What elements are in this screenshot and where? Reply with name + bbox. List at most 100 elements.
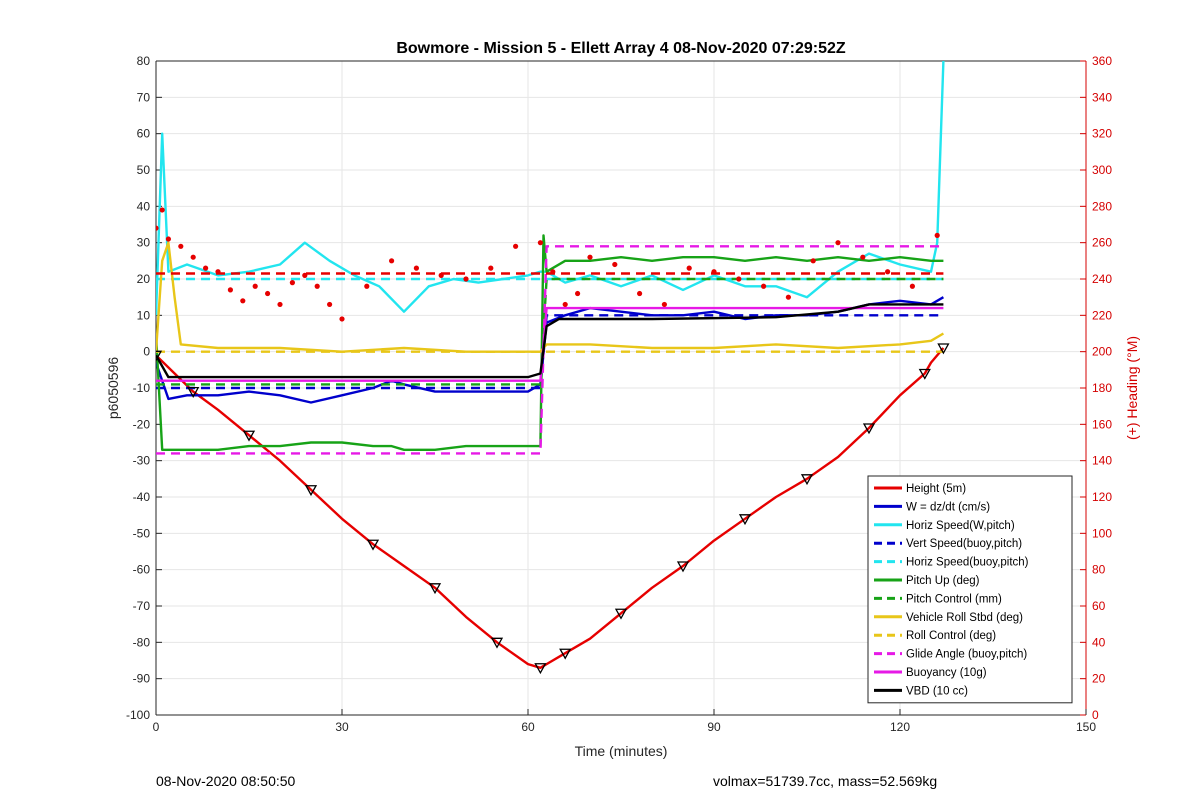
series-heading-point <box>364 283 370 289</box>
series-heading-point <box>537 240 544 246</box>
y2-tick-label: 0 <box>1092 708 1099 722</box>
series-heading-point <box>156 225 159 231</box>
height-marker <box>428 583 442 595</box>
x-axis-label: Time (minutes) <box>575 743 668 759</box>
series-heading-point <box>339 316 345 322</box>
height-marker <box>614 608 628 620</box>
y-tick-label: 50 <box>137 163 151 177</box>
series-heading-point <box>314 283 320 289</box>
height-marker <box>937 343 950 355</box>
y2-tick-label: 160 <box>1092 417 1112 431</box>
series-heading-point <box>810 258 816 264</box>
series-heading-point <box>686 265 692 271</box>
height-marker <box>559 648 572 660</box>
marker-layer <box>156 343 950 675</box>
footer-volmax-mass: volmax=51739.7cc, mass=52.569kg <box>713 773 938 789</box>
series-heading-point <box>562 301 568 308</box>
series-heading-point <box>463 276 469 282</box>
y2-tick-label: 180 <box>1092 381 1112 395</box>
series-heading-point <box>327 301 333 308</box>
height-marker <box>242 430 256 442</box>
y-tick-label: 60 <box>137 127 151 141</box>
series-layer <box>156 61 945 669</box>
y-tick-label: -50 <box>133 526 151 540</box>
y-tick-label: 30 <box>137 236 151 250</box>
series-heading-point <box>277 301 283 308</box>
series-heading-point <box>934 232 940 238</box>
series-heading-point <box>860 254 866 260</box>
y-tick-label: -40 <box>133 490 151 504</box>
y2-tick-label: 340 <box>1092 90 1112 104</box>
series-heading-point <box>885 269 891 275</box>
legend-label-vert-speed-buoy-pitch: Vert Speed(buoy,pitch) <box>906 538 1022 550</box>
legend-label-w-dz-dt-cm-s: W = dz/dt (cm/s) <box>906 501 990 513</box>
legend-label-horiz-speed-buoy-pitch: Horiz Speed(buoy,pitch) <box>906 557 1029 569</box>
height-marker <box>918 368 931 380</box>
series-heading-point <box>661 301 668 308</box>
series-heading-point <box>252 283 258 289</box>
series-heading-point <box>785 294 792 300</box>
series-heading-point <box>835 240 841 246</box>
series-heading-point <box>389 258 395 264</box>
y-tick-label: -70 <box>133 599 151 613</box>
series-vehicle-roll-stbd-deg <box>156 241 945 353</box>
series-heading-point <box>190 254 196 260</box>
legend-label-vehicle-roll-stbd-deg: Vehicle Roll Stbd (deg) <box>906 612 1023 624</box>
x-tick-label: 150 <box>1076 720 1096 734</box>
y2-tick-label: 280 <box>1092 199 1112 213</box>
legend-label-buoyancy-10g: Buoyancy (10g) <box>906 667 987 679</box>
y-axis-label: p6050596 <box>105 357 121 420</box>
series-heading-point <box>488 265 494 271</box>
y-tick-label: -20 <box>133 417 151 431</box>
series-vbd-10-cc <box>156 303 944 379</box>
series-heading-point <box>289 280 295 286</box>
series-heading-point <box>159 207 165 213</box>
legend-label-vbd-10-cc: VBD (10 cc) <box>906 685 968 697</box>
legend-label-glide-angle-buoy-pitch: Glide Angle (buoy,pitch) <box>906 649 1027 661</box>
series-heading-point <box>637 290 643 297</box>
series-heading-point <box>761 283 767 289</box>
series-heading-point <box>165 236 171 242</box>
series-heading-point <box>909 283 916 289</box>
y-tick-label: -10 <box>133 381 151 395</box>
series-heading-point <box>612 261 618 268</box>
x-tick-label: 60 <box>521 720 535 734</box>
x-tick-label: 120 <box>890 720 910 734</box>
series-heading-point <box>736 276 742 282</box>
y2-tick-label: 40 <box>1092 635 1106 649</box>
series-heading-point <box>203 265 209 271</box>
height-marker <box>534 663 547 675</box>
height-marker <box>366 539 380 551</box>
y2-tick-label: 140 <box>1092 454 1112 468</box>
y-tick-label: -100 <box>126 708 150 722</box>
y2-tick-label: 60 <box>1092 599 1106 613</box>
series-heading-point <box>227 287 233 293</box>
y-tick-label: -60 <box>133 563 151 577</box>
footer-timestamp: 08-Nov-2020 08:50:50 <box>156 773 296 789</box>
legend-label-horiz-speed-w-pitch: Horiz Speed(W,pitch) <box>906 520 1015 532</box>
series-heading-point <box>413 265 419 271</box>
y2-tick-label: 260 <box>1092 236 1112 250</box>
height-marker <box>800 474 814 486</box>
y-tick-label: 0 <box>143 345 150 359</box>
height-marker <box>304 485 318 497</box>
height-marker <box>738 514 752 526</box>
y-tick-label: 80 <box>137 54 151 68</box>
y2-tick-label: 240 <box>1092 272 1112 286</box>
y-tick-label: -30 <box>133 454 151 468</box>
y-tick-label: 20 <box>137 272 151 286</box>
y-tick-label: -90 <box>133 672 151 686</box>
height-marker <box>187 386 200 398</box>
y-tick-label: -80 <box>133 635 151 649</box>
series-heading-point <box>513 243 519 249</box>
x-tick-label: 90 <box>707 720 721 734</box>
legend-box <box>867 475 1073 704</box>
legend-label-pitch-up-deg: Pitch Up (deg) <box>906 575 980 587</box>
height-marker <box>676 561 690 573</box>
y-tick-label: 70 <box>137 90 151 104</box>
y2-tick-label: 80 <box>1092 563 1106 577</box>
legend-label-roll-control-deg: Roll Control (deg) <box>906 630 996 642</box>
legend-label-pitch-control-mm: Pitch Control (mm) <box>906 593 1002 605</box>
x-tick-label: 30 <box>335 720 349 734</box>
y-tick-label: 10 <box>137 308 151 322</box>
